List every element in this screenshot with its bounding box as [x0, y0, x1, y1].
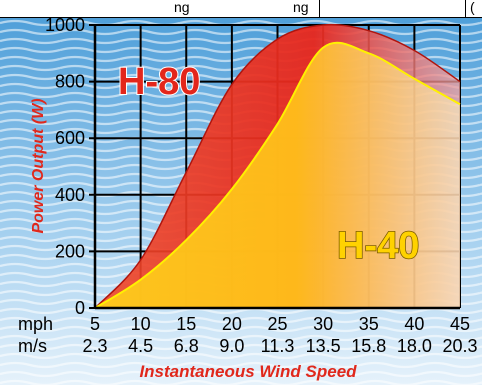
y-tick-label-2: 400	[55, 185, 85, 205]
y-tick-label-5: 1000	[45, 15, 85, 35]
x-tick-label-mph-6: 35	[359, 314, 379, 334]
x-row-unit-mph: mph	[18, 314, 53, 334]
x-tick-label-mph-4: 25	[267, 314, 287, 334]
y-axis-title: Power Output (W)	[30, 98, 47, 233]
x-tick-label-ms-6: 15.8	[351, 336, 386, 356]
axes	[93, 25, 460, 310]
tick-labels: 0 200 400 600 800 1000 mph 5 10 15 20 25 30 35 40 45 m/s…	[18, 15, 478, 356]
x-tick-label-ms-2: 6.8	[174, 336, 199, 356]
header-fragment-1: ng	[174, 0, 190, 15]
x-row-unit-ms: m/s	[18, 336, 47, 356]
series-areas	[94, 23, 461, 309]
y-tick-label-3: 600	[55, 128, 85, 148]
x-axis-title: Instantaneous Wind Speed	[139, 362, 357, 381]
series-line-h80	[94, 23, 461, 309]
series-label-h40: H-40	[337, 225, 419, 267]
x-tick-label-ms-7: 18.0	[397, 336, 432, 356]
header-fragment-2: ng	[293, 0, 309, 15]
x-tick-label-mph-3: 20	[222, 314, 242, 334]
header-fragment-3: (	[470, 0, 475, 15]
y-tick-label-4: 800	[55, 72, 85, 92]
x-tick-label-ms-4: 11.3	[261, 336, 295, 356]
series-label-h80: H-80	[118, 61, 200, 103]
header-background	[0, 0, 482, 18]
x-tick-label-ms-8: 20.3	[442, 336, 477, 356]
x-tick-label-ms-1: 4.5	[128, 336, 153, 356]
y-tick-label-0: 0	[75, 298, 85, 318]
x-tick-label-mph-5: 30	[313, 314, 333, 334]
y-tick-label-1: 200	[55, 241, 85, 261]
x-tick-label-ms-0: 2.3	[82, 336, 107, 356]
x-tick-label-mph-0: 5	[90, 314, 100, 334]
x-tick-label-ms-5: 13.5	[306, 336, 341, 356]
x-tick-label-mph-8: 45	[450, 314, 470, 334]
x-tick-label-mph-1: 10	[131, 314, 151, 334]
x-tick-label-mph-2: 15	[176, 314, 196, 334]
header-strip: ng ng (	[0, 0, 482, 18]
x-tick-label-mph-7: 40	[404, 314, 424, 334]
x-tick-label-ms-3: 9.0	[219, 336, 244, 356]
series-area-h40	[95, 42, 460, 308]
series-line-h40	[94, 41, 461, 309]
